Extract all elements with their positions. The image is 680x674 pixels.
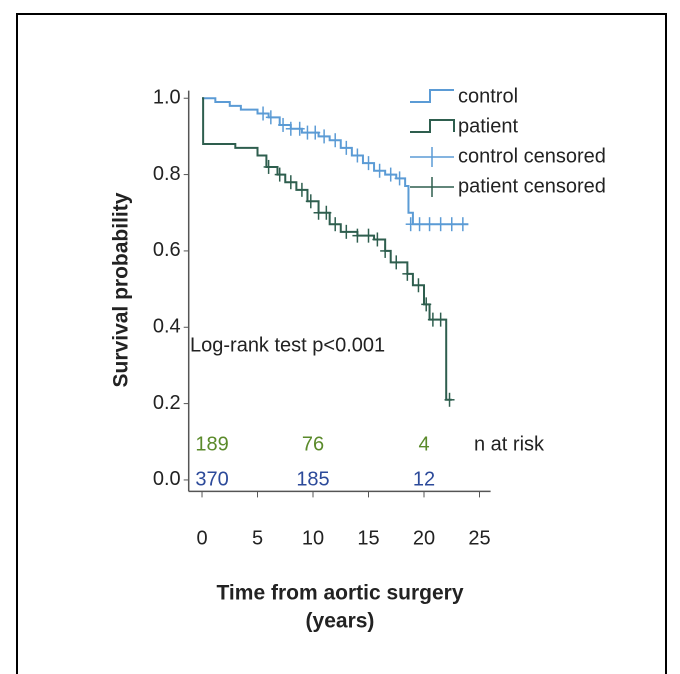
x-tick-label: 25 [468, 528, 490, 550]
censor-mark [402, 266, 413, 281]
y-tick-label: 1.0 [153, 87, 181, 109]
frame [16, 13, 667, 674]
censor-mark [385, 167, 396, 182]
censor-mark [446, 217, 457, 232]
risk-count: 185 [296, 468, 329, 490]
censor-mark [435, 217, 446, 232]
censor-mark [394, 171, 405, 186]
legend-label: patient censored [458, 175, 606, 197]
censor-mark [310, 125, 321, 140]
y-tick-label: 0.8 [153, 163, 181, 185]
censor-mark [278, 117, 289, 132]
censor-mark [414, 217, 425, 232]
censor-mark [380, 243, 391, 258]
x-tick-label: 20 [413, 528, 435, 550]
censor-mark [421, 297, 432, 312]
x-axis-title: (years) [306, 610, 375, 633]
legend-label: control censored [458, 145, 606, 167]
x-tick-label: 5 [252, 528, 263, 550]
y-tick-label: 0.6 [153, 239, 181, 261]
censor-mark [341, 140, 352, 155]
censor-mark [341, 224, 352, 239]
y-axis-title: Survival probability [110, 192, 133, 387]
censor-mark [330, 217, 341, 232]
censor-mark [363, 228, 374, 243]
y-tick-label: 0.2 [153, 392, 181, 414]
annotation: Log-rank test p<0.001 [190, 334, 385, 356]
censor-mark [444, 392, 455, 407]
survival-line [202, 97, 469, 226]
censor-mark [372, 232, 383, 247]
censor-mark [424, 217, 435, 232]
censor-mark [405, 217, 416, 232]
censor-mark [435, 312, 446, 327]
x-tick-label: 10 [302, 528, 324, 550]
legend-icon [410, 89, 454, 103]
censor-mark [352, 228, 363, 243]
censor-mark [265, 110, 276, 125]
censor-mark [305, 194, 316, 209]
censor-mark [263, 159, 274, 174]
censor-mark [274, 167, 285, 182]
censor-mark [457, 217, 468, 232]
x-axis-title: Time from aortic surgery [216, 582, 463, 605]
censor-mark [258, 106, 269, 121]
risk-count: 4 [418, 433, 429, 455]
censor-mark [391, 255, 402, 270]
risk-count: 76 [302, 433, 324, 455]
censor-mark [296, 182, 307, 197]
censor-mark [374, 163, 385, 178]
censor-mark [363, 156, 374, 171]
censor-mark [319, 129, 330, 144]
risk-count: 12 [413, 468, 435, 490]
risk-label: n at risk [474, 433, 545, 455]
risk-count: 370 [195, 468, 228, 490]
censor-mark [330, 133, 341, 148]
legend-label: patient [458, 115, 518, 137]
censor-mark [285, 175, 296, 190]
x-tick-label: 0 [196, 528, 207, 550]
risk-count: 189 [195, 433, 228, 455]
legend-label: control [458, 85, 518, 107]
y-tick-label: 0.4 [153, 316, 181, 338]
censor-mark [413, 278, 424, 293]
censor-mark [285, 121, 296, 136]
censor-mark [321, 205, 332, 220]
censor-mark [352, 148, 363, 163]
legend-icon [410, 119, 455, 133]
censor-mark [294, 121, 305, 136]
x-tick-label: 15 [357, 528, 379, 550]
y-tick-label: 0.0 [153, 468, 181, 490]
